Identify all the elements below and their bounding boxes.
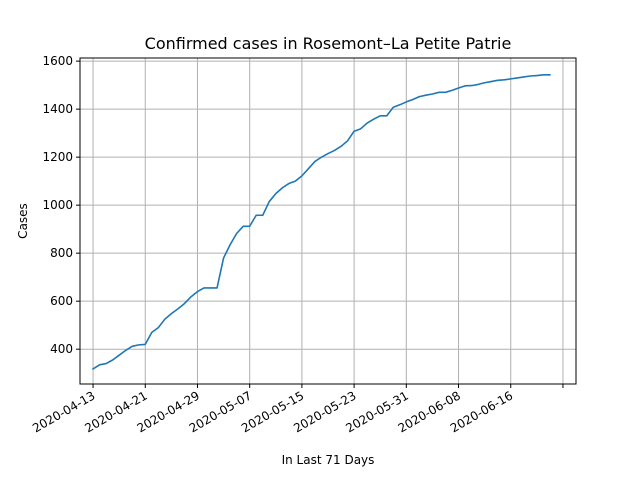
chart-title: Confirmed cases in Rosemont–La Petite Pa…: [145, 34, 512, 53]
y-tick-label: 1400: [42, 102, 73, 116]
y-tick-label: 1600: [42, 54, 73, 68]
cases-series-line: [91, 74, 551, 370]
series-group: [91, 74, 551, 370]
y-tick-label: 400: [50, 342, 73, 356]
axes-frame: [79, 57, 577, 385]
x-axis-label: In Last 71 Days: [282, 453, 375, 467]
y-tick-label: 1200: [42, 150, 73, 164]
y-tick-label: 1000: [42, 198, 73, 212]
y-axis-label: Cases: [16, 203, 30, 239]
y-tick-label: 600: [50, 294, 73, 308]
y-axis: 400 600 800 1000 1200 1400 1600: [42, 54, 80, 356]
grid-lines: [80, 58, 576, 384]
y-tick-label: 800: [50, 246, 73, 260]
